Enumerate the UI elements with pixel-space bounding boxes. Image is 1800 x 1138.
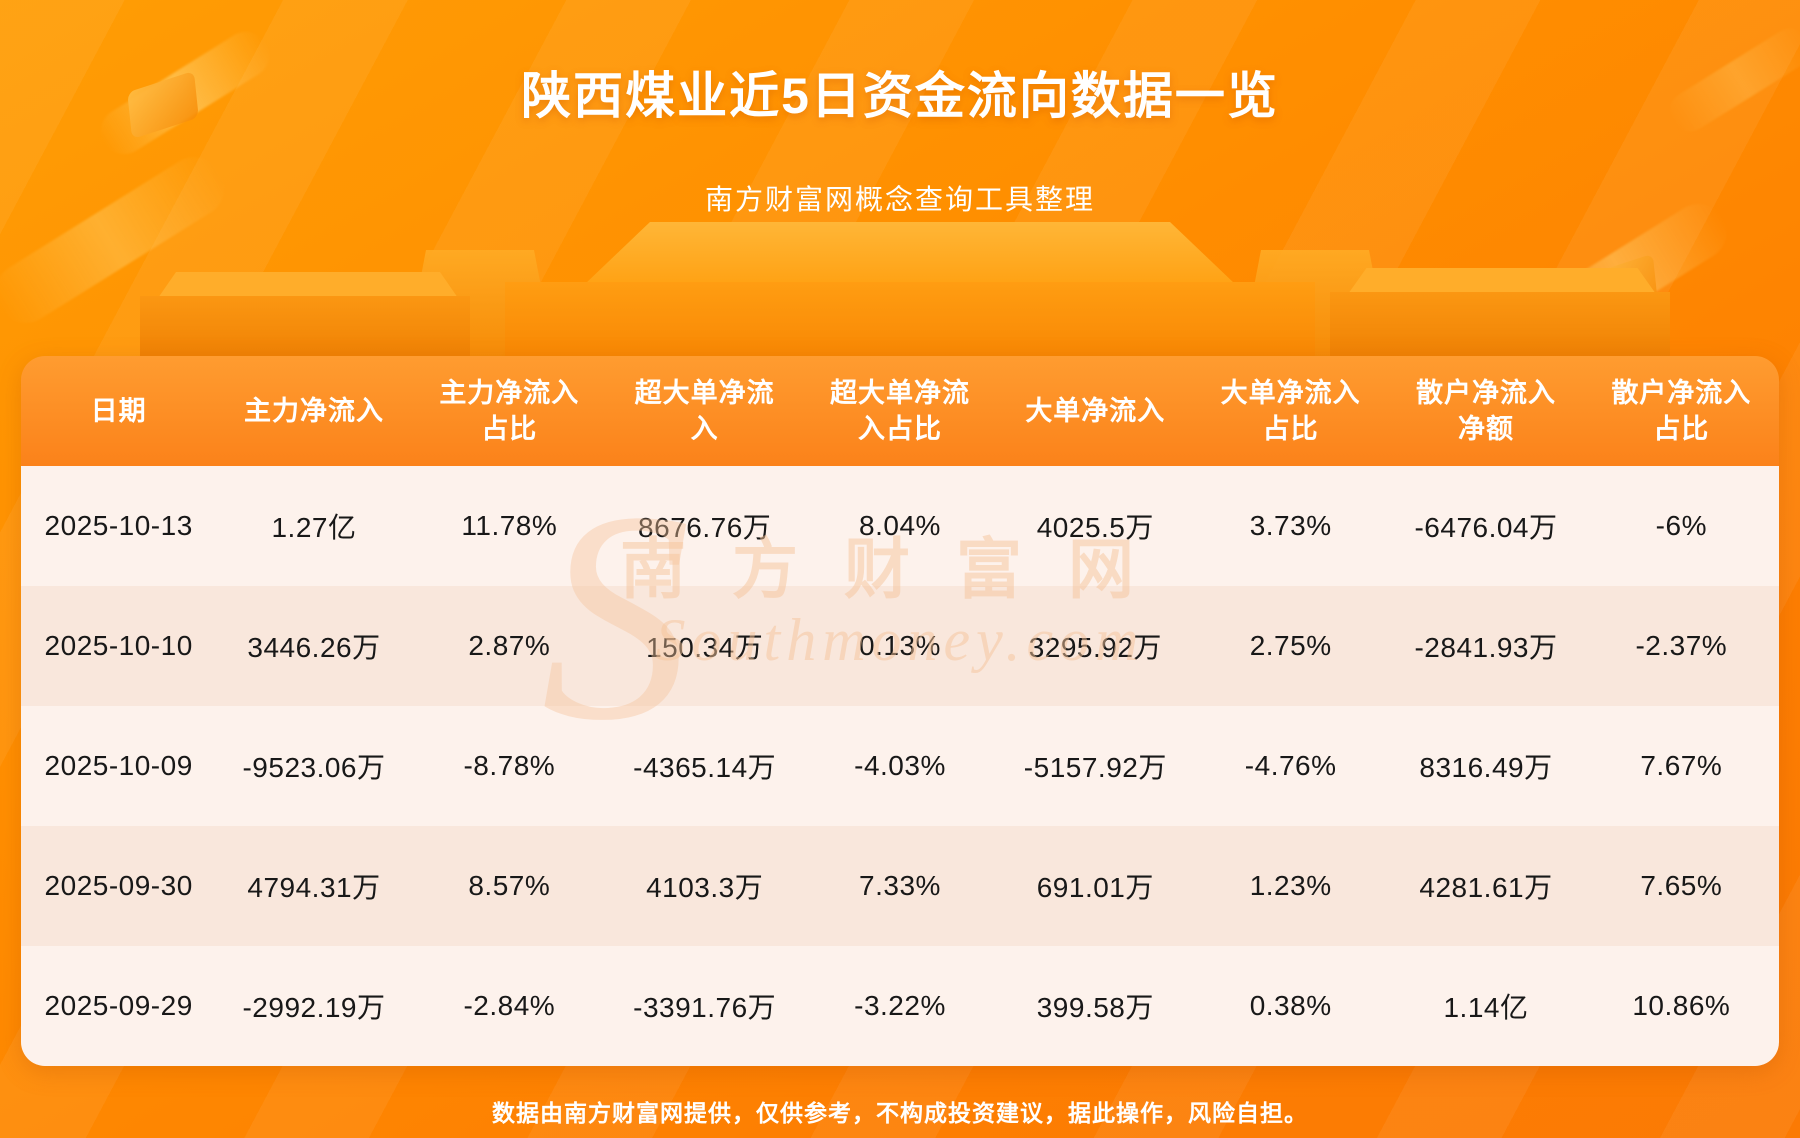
light-streak <box>1512 193 1738 363</box>
gem-decor <box>1567 253 1659 341</box>
column-header-large-net-inflow-ratio: 大单净流入 占比 <box>1220 377 1361 444</box>
cell-value: -2.84% <box>463 990 556 1021</box>
podium-shape <box>405 250 555 360</box>
column-header-main-net-inflow: 主力净流入 <box>243 395 384 426</box>
cell-value: -5157.92万 <box>1023 752 1167 783</box>
cell-value: 1.27亿 <box>271 512 357 543</box>
column-header-date: 日期 <box>90 395 147 426</box>
cell-value: 1.23% <box>1249 870 1332 901</box>
column-header-main-net-inflow-ratio: 主力净流入 占比 <box>439 377 580 444</box>
cell-date: 2025-09-29 <box>44 990 193 1021</box>
cell-date: 2025-09-30 <box>44 870 193 901</box>
column-header-retail-net-inflow: 散户净流入 净额 <box>1415 377 1556 444</box>
cell-value: 7.65% <box>1640 870 1723 901</box>
podium-shape <box>1348 268 1656 294</box>
cell-value: -8.78% <box>463 750 556 781</box>
cell-value: -4365.14万 <box>633 752 777 783</box>
podium-shape <box>140 296 470 360</box>
column-header-retail-net-inflow-ratio: 散户净流入 占比 <box>1611 377 1752 444</box>
cell-value: -6476.04万 <box>1414 512 1558 543</box>
cell-value: 8676.76万 <box>638 512 772 543</box>
cell-value: 7.67% <box>1640 750 1723 781</box>
cell-value: -3391.76万 <box>633 992 777 1023</box>
cell-value: 8.04% <box>859 510 941 541</box>
cell-value: -2.37% <box>1635 630 1728 661</box>
cell-value: 0.38% <box>1249 990 1332 1021</box>
podium-shape <box>1240 250 1390 360</box>
column-header-large-net-inflow: 大单净流入 <box>1025 395 1166 426</box>
cell-date: 2025-10-13 <box>44 510 193 541</box>
cell-value: -9523.06万 <box>242 752 386 783</box>
podium-shape <box>1330 292 1670 360</box>
fund-flow-table: 日期 主力净流入 主力净流入 占比 超大单净流 入 超大单净流 入占比 大单净流… <box>21 356 1779 1066</box>
table-header-row: 日期 主力净流入 主力净流入 占比 超大单净流 入 超大单净流 入占比 大单净流… <box>21 356 1779 466</box>
cell-value: -4.76% <box>1244 750 1337 781</box>
cell-value: 10.86% <box>1632 990 1731 1021</box>
cell-value: 1.14亿 <box>1443 992 1529 1023</box>
column-header-super-large-net-inflow-ratio: 超大单净流 入占比 <box>829 377 970 444</box>
cell-value: -4.03% <box>854 750 946 781</box>
table-row: 2025-09-30 4794.31万 8.57% 4103.3万 7.33% … <box>21 826 1779 946</box>
cell-value: 7.33% <box>859 870 941 901</box>
cell-value: 3295.92万 <box>1028 632 1162 663</box>
cell-value: 150.34万 <box>646 632 764 663</box>
cell-value: 8.57% <box>468 870 551 901</box>
cell-value: 0.13% <box>859 630 941 661</box>
cell-date: 2025-10-09 <box>44 750 193 781</box>
cell-value: 4794.31万 <box>247 872 381 903</box>
cell-value: 8316.49万 <box>1419 752 1553 783</box>
light-streak <box>0 145 237 335</box>
cell-value: 2.87% <box>468 630 551 661</box>
cell-value: 691.01万 <box>1036 872 1154 903</box>
disclaimer-text: 数据由南方财富网提供，仅供参考，不构成投资建议，据此操作，风险自担。 <box>492 1100 1308 1126</box>
cell-value: 4103.3万 <box>646 872 764 903</box>
table-row: 2025-10-09 -9523.06万 -8.78% -4365.14万 -4… <box>21 706 1779 826</box>
podium-shape <box>158 272 458 298</box>
table-row: 2025-09-29 -2992.19万 -2.84% -3391.76万 -3… <box>21 946 1779 1066</box>
cell-value: -2992.19万 <box>242 992 386 1023</box>
cell-value: -2841.93万 <box>1414 632 1558 663</box>
cell-value: 4025.5万 <box>1036 512 1154 543</box>
podium-shape <box>585 222 1235 284</box>
table-row: 2025-10-13 1.27亿 11.78% 8676.76万 8.04% 4… <box>21 466 1779 586</box>
page-subtitle: 南方财富网概念查询工具整理 <box>704 184 1095 215</box>
cell-value: -6% <box>1655 510 1707 541</box>
cell-value: 11.78% <box>461 510 558 541</box>
table-row: 2025-10-10 3446.26万 2.87% 150.34万 0.13% … <box>21 586 1779 706</box>
cell-value: 4281.61万 <box>1419 872 1553 903</box>
cell-value: 399.58万 <box>1036 992 1154 1023</box>
cell-date: 2025-10-10 <box>44 630 193 661</box>
podium-shape <box>505 282 1315 360</box>
cell-value: 3.73% <box>1249 510 1332 541</box>
cell-value: 2.75% <box>1249 630 1332 661</box>
cell-value: 3446.26万 <box>247 632 381 663</box>
cell-value: -3.22% <box>854 990 946 1021</box>
column-header-super-large-net-inflow: 超大单净流 入 <box>634 377 775 444</box>
page-title: 陕西煤业近5日资金流向数据一览 <box>521 68 1279 124</box>
